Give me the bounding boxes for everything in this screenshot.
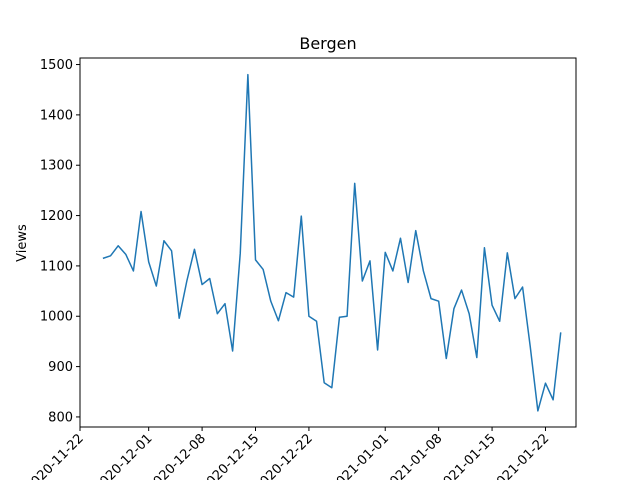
y-tick-label: 1100 <box>40 259 73 274</box>
y-tick-label: 800 <box>48 410 73 425</box>
series-points <box>102 74 561 411</box>
y-axis-label: Views <box>15 224 30 262</box>
y-tick-label: 1200 <box>40 209 73 224</box>
y-tick-label: 1400 <box>40 108 73 123</box>
y-tick-label: 1500 <box>40 58 73 73</box>
y-tick-label: 1000 <box>40 310 73 325</box>
y-tick-label: 900 <box>48 360 73 375</box>
y-tick-label: 1300 <box>40 159 73 174</box>
plot-frame <box>79 57 577 428</box>
chart-title: Bergen <box>299 34 356 53</box>
